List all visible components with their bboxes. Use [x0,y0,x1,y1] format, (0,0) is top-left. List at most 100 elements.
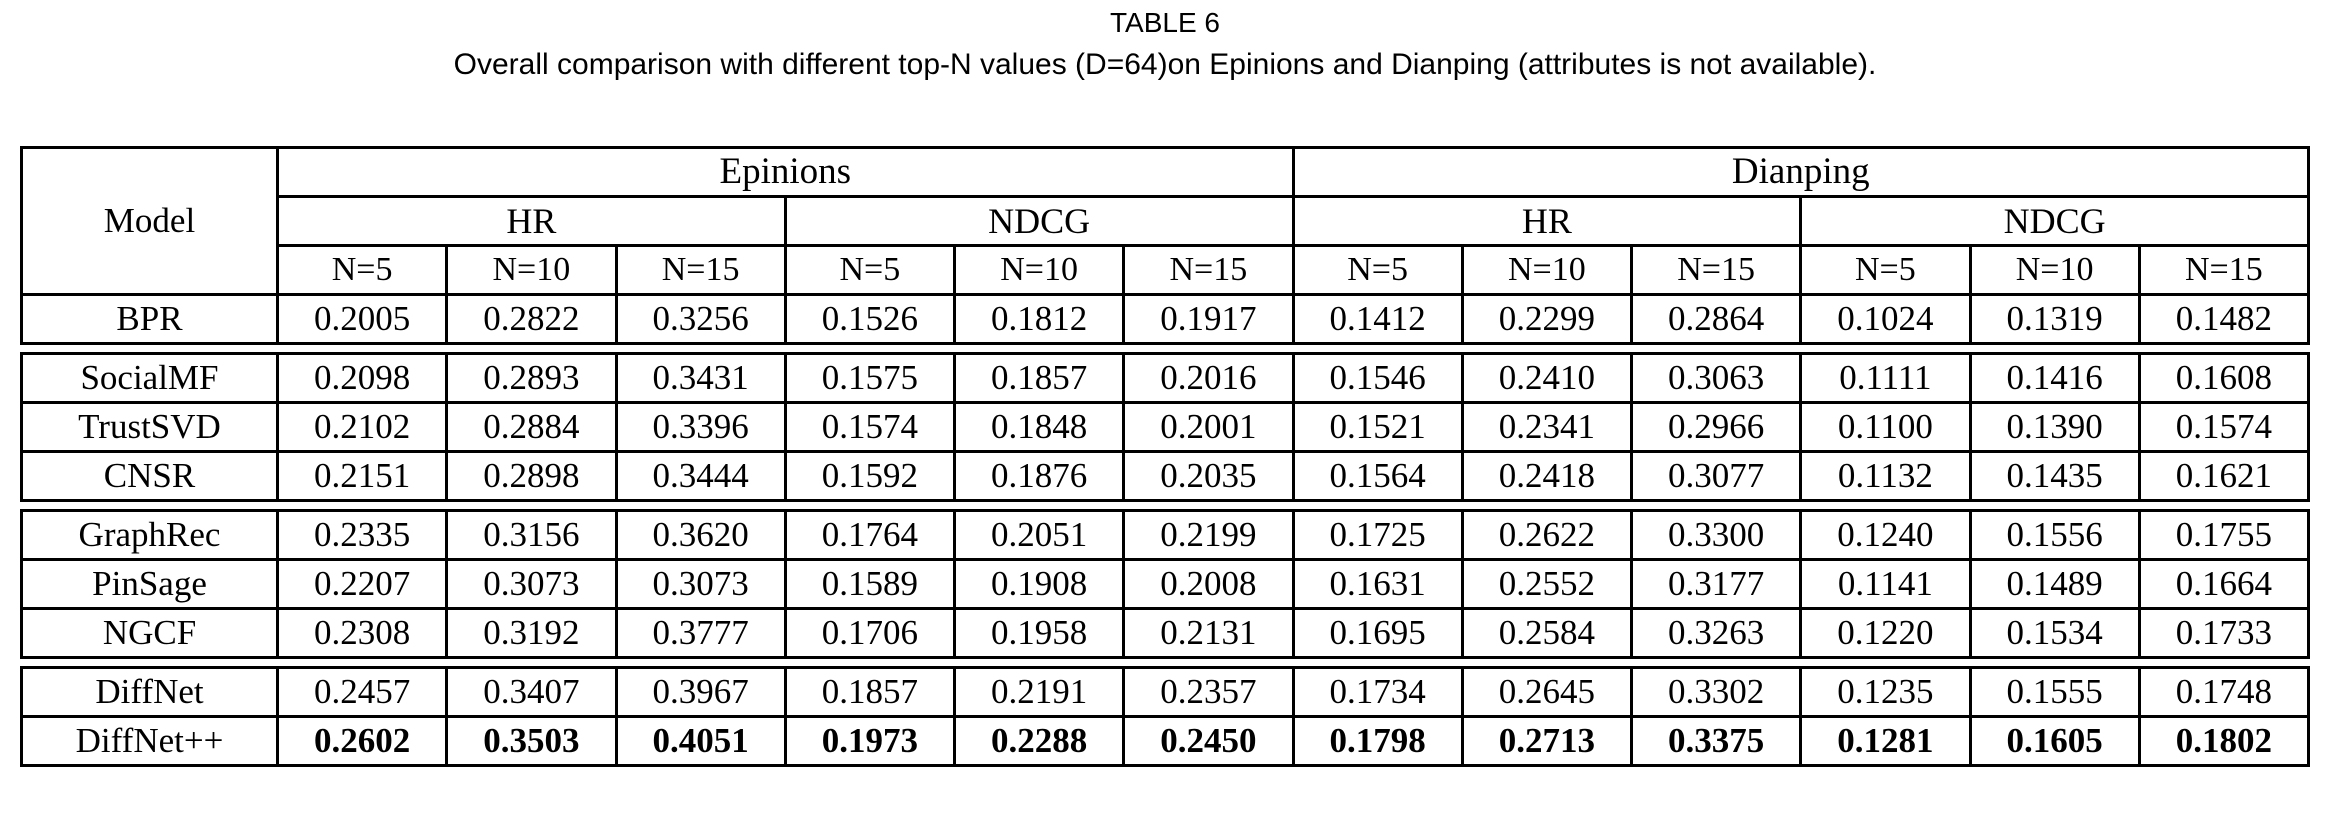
metric-value-cell: 0.3156 [445,509,618,561]
metric-value-cell: 0.1592 [783,450,957,502]
metric-value-cell: 0.2299 [1460,293,1634,345]
metric-header-hr-epinions: HR [276,195,787,247]
metric-value-cell: 0.1734 [1291,666,1464,718]
model-column-header: Model [20,146,279,296]
metric-value-cell: 0.2151 [275,450,449,502]
metric-value-cell: 0.1621 [2137,450,2311,502]
model-name-cell: NGCF [20,607,279,659]
metric-value-cell: 0.1631 [1291,558,1464,610]
group-separator-cell [21,342,2309,355]
metric-value-cell: 0.1755 [2137,509,2311,561]
metric-value-cell: 0.1024 [1799,293,1972,345]
metric-value-cell: 0.1556 [1968,509,2141,561]
topn-header: N=5 [1799,244,1972,296]
metric-value-cell: 0.3407 [445,666,618,718]
metric-value-cell: 0.2001 [1122,401,1295,453]
metric-value-cell: 0.1664 [2137,558,2311,610]
metric-header-row: HR NDCG HR NDCG [22,195,2310,247]
metric-value-cell: 0.3620 [614,509,787,561]
metric-value-cell: 0.2864 [1629,293,1803,345]
metric-value-cell: 0.3444 [614,450,787,502]
metric-value-cell: 0.1546 [1291,352,1464,404]
metric-value-cell: 0.1917 [1122,293,1295,345]
metric-value-cell: 0.1521 [1291,401,1464,453]
metric-value-cell: 0.1534 [1968,607,2141,659]
metric-value-cell: 0.2450 [1122,715,1295,767]
metric-value-cell: 0.1848 [952,401,1126,453]
metric-value-cell: 0.1748 [2137,666,2311,718]
topn-header: N=10 [1460,244,1634,296]
metric-value-cell: 0.1706 [783,607,957,659]
metric-value-cell: 0.2584 [1460,607,1634,659]
topn-header: N=15 [1122,244,1295,296]
metric-value-cell: 0.1235 [1799,666,1972,718]
metric-value-cell: 0.3431 [614,352,787,404]
metric-value-cell: 0.1695 [1291,607,1464,659]
model-name-cell: DiffNet++ [20,715,279,767]
metric-value-cell: 0.1575 [783,352,957,404]
metric-value-cell: 0.2602 [275,715,449,767]
table-row: GraphRec 0.2335 0.3156 0.3620 0.1764 0.2051 0.… [20,509,2311,561]
metric-value-cell: 0.2335 [275,509,449,561]
metric-value-cell: 0.1798 [1291,715,1464,767]
metric-value-cell: 0.2410 [1460,352,1634,404]
metric-value-cell: 0.2341 [1460,401,1634,453]
metric-value-cell: 0.3396 [614,401,787,453]
metric-value-cell: 0.2051 [952,509,1126,561]
metric-header-ndcg-epinions: NDCG [783,195,1295,247]
topn-header: N=15 [614,244,787,296]
table-row: DiffNet++ 0.2602 0.3503 0.4051 0.1973 0.2288 0… [20,715,2311,767]
metric-value-cell: 0.1281 [1799,715,1972,767]
metric-value-cell: 0.2552 [1460,558,1634,610]
metric-value-cell: 0.2966 [1629,401,1803,453]
metric-value-cell: 0.1605 [1968,715,2141,767]
topn-header: N=5 [275,244,449,296]
metric-value-cell: 0.2457 [275,666,449,718]
metric-value-cell: 0.1973 [783,715,957,767]
metric-value-cell: 0.1908 [952,558,1126,610]
model-name-cell: SocialMF [20,352,279,404]
group-separator [21,342,2309,355]
metric-value-cell: 0.2898 [445,450,618,502]
metric-value-cell: 0.3073 [614,558,787,610]
caption-label: TABLE 6 [1110,7,1220,38]
caption-subtitle: Overall comparison with different top-N … [453,48,1877,81]
metric-value-cell: 0.2713 [1460,715,1634,767]
topn-header: N=15 [1629,244,1803,296]
metric-value-cell: 0.2288 [952,715,1126,767]
metric-value-cell: 0.1574 [783,401,957,453]
metric-value-cell: 0.2645 [1460,666,1634,718]
table-row: CNSR 0.2151 0.2898 0.3444 0.1592 0.1876 0.2035… [20,450,2311,502]
model-name-cell: DiffNet [20,666,279,718]
metric-value-cell: 0.2418 [1460,450,1634,502]
model-name-cell: TrustSVD [20,401,279,453]
metric-value-cell: 0.1876 [952,450,1126,502]
metric-value-cell: 0.2191 [952,666,1126,718]
dataset-header-row: Model Epinions Dianping [20,146,2310,296]
model-name-cell: BPR [20,293,279,345]
metric-value-cell: 0.1555 [1968,666,2141,718]
metric-value-cell: 0.2622 [1460,509,1634,561]
topn-header: N=10 [952,244,1126,296]
metric-header-ndcg-dianping: NDCG [1799,195,2310,247]
topn-header: N=10 [1968,244,2141,296]
metric-value-cell: 0.1764 [783,509,957,561]
metric-value-cell: 0.2016 [1122,352,1295,404]
metric-value-cell: 0.1725 [1291,509,1464,561]
metric-value-cell: 0.2098 [275,352,449,404]
metric-value-cell: 0.2005 [275,293,449,345]
metric-value-cell: 0.1435 [1968,450,2141,502]
topn-header: N=10 [445,244,618,296]
metric-value-cell: 0.1857 [783,666,957,718]
metric-value-cell: 0.1857 [952,352,1126,404]
group-separator [21,656,2309,669]
metric-value-cell: 0.2207 [275,558,449,610]
metric-value-cell: 0.3375 [1629,715,1803,767]
metric-value-cell: 0.2131 [1122,607,1295,659]
metric-value-cell: 0.4051 [614,715,787,767]
topn-header-row: N=5 N=10 N=15 N=5 N=10 N=15 N=5 N=10 N=1… [22,244,2311,296]
metric-value-cell: 0.2357 [1122,666,1295,718]
table-row: BPR 0.2005 0.2822 0.3256 0.1526 0.1812 0.1917 0… [20,293,2311,345]
metric-value-cell: 0.1733 [2137,607,2311,659]
model-name-cell: GraphRec [20,509,279,561]
